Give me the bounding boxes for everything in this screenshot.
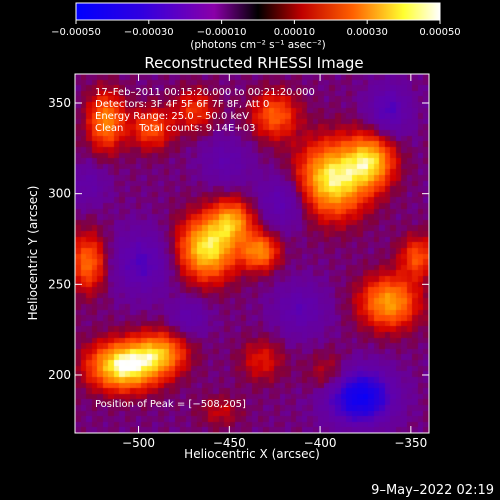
plot-frame bbox=[74, 73, 430, 434]
x-tick-label: −400 bbox=[304, 436, 337, 450]
annotation-clean: Clean Total counts: 9.14E+03 bbox=[95, 123, 255, 134]
heatmap-image bbox=[75, 74, 429, 433]
annotation-time: 17–Feb–2011 00:15:20.000 to 00:21:20.000 bbox=[95, 87, 315, 98]
footer-timestamp: 9–May–2022 02:19 bbox=[371, 483, 494, 498]
colorbar: −0.00050 −0.00030 −0.00010 0.00010 0.00030 0.… bbox=[51, 2, 461, 51]
y-tick-label: 350 bbox=[48, 96, 71, 110]
plot-area: −500 −450 −400 −350 200 250 300 350 17–Feb–2011… bbox=[48, 73, 430, 450]
y-tick-label: 200 bbox=[48, 368, 71, 382]
colorbar-gradient bbox=[75, 2, 441, 21]
y-tick-label: 300 bbox=[48, 187, 71, 201]
annotation-energy: Energy Range: 25.0 – 50.0 keV bbox=[95, 111, 249, 122]
annotation-detectors: Detectors: 3F 4F 5F 6F 7F 8F, Att 0 bbox=[95, 99, 269, 110]
annotation-block: 17–Feb–2011 00:15:20.000 to 00:21:20.000… bbox=[95, 87, 315, 134]
colorbar-ticks: −0.00050 −0.00030 −0.00010 0.00010 0.00030 0.… bbox=[51, 20, 461, 38]
peak-position-label: Position of Peak = [−508,205] bbox=[95, 399, 246, 410]
colorbar-unit-label: (photons cm⁻² s⁻¹ asec⁻²) bbox=[190, 39, 325, 51]
colorbar-tick-label: 0.00050 bbox=[419, 27, 460, 38]
y-tick-label: 250 bbox=[48, 277, 71, 291]
x-tick-label: −450 bbox=[213, 436, 246, 450]
x-tick-label: −350 bbox=[394, 436, 427, 450]
colorbar-tick-label: −0.00030 bbox=[124, 27, 174, 38]
chart-title: Reconstructed RHESSI Image bbox=[144, 54, 363, 72]
axis-ticks: −500 −450 −400 −350 200 250 300 350 bbox=[48, 74, 429, 450]
y-axis-label: Heliocentric Y (arcsec) bbox=[26, 186, 40, 321]
colorbar-tick-label: 0.00030 bbox=[347, 27, 388, 38]
x-tick-label: −500 bbox=[122, 436, 155, 450]
colorbar-tick-label: −0.00050 bbox=[51, 27, 101, 38]
colorbar-tick-label: 0.00010 bbox=[274, 27, 315, 38]
x-axis-label: Heliocentric X (arcsec) bbox=[184, 447, 320, 461]
colorbar-tick-label: −0.00010 bbox=[197, 27, 247, 38]
